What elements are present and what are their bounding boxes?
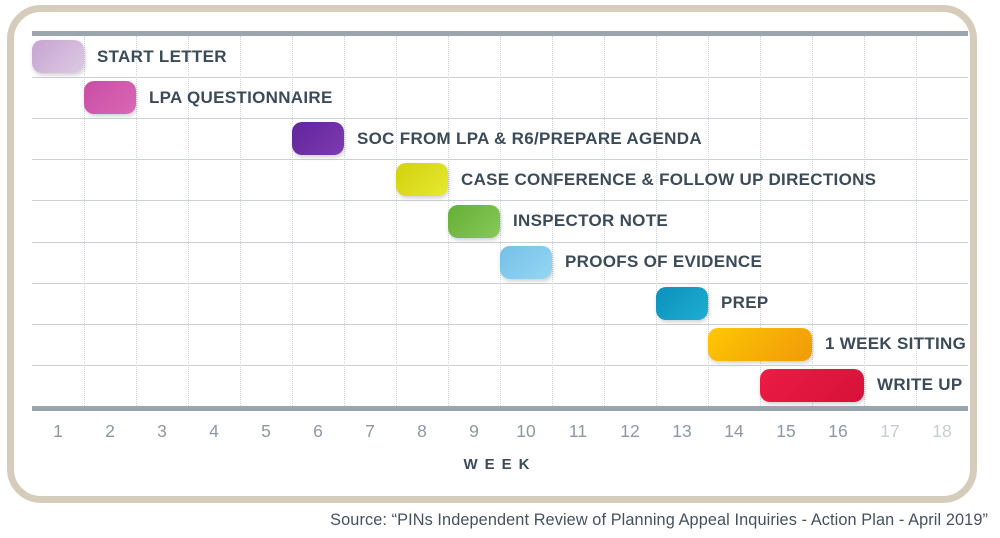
gantt-bar (448, 204, 500, 238)
week-tick: 10 (516, 421, 536, 441)
week-gridline (499, 36, 501, 406)
row-separator (32, 159, 968, 161)
week-tick: 4 (209, 421, 219, 441)
task-label: INSPECTOR NOTE (513, 210, 669, 230)
week-tick: 6 (313, 421, 323, 441)
week-tick: 2 (105, 421, 115, 441)
week-gridline (187, 36, 189, 406)
gantt-bar (396, 163, 448, 197)
week-tick: 1 (53, 421, 63, 441)
week-tick: 12 (620, 421, 640, 441)
row-separator (32, 77, 968, 79)
week-tick: 15 (776, 421, 796, 441)
week-axis-title: WEEK (463, 456, 537, 473)
week-tick: 16 (828, 421, 848, 441)
task-label: START LETTER (97, 46, 227, 66)
gantt-bar (760, 368, 864, 402)
row-separator (32, 200, 968, 202)
week-gridline (863, 36, 865, 406)
row-separator (32, 241, 968, 243)
task-label: LPA QUESTIONNAIRE (149, 87, 333, 107)
plot-area: START LETTER LPA QUESTIONNAIRE SOC FROM LP… (32, 36, 968, 406)
top-axis-line (32, 31, 968, 36)
week-gridline (239, 36, 241, 406)
week-tick: 5 (261, 421, 271, 441)
bottom-axis-line (32, 406, 968, 411)
chart-frame (7, 5, 977, 503)
task-label: SOC FROM LPA & R6/PREPARE AGENDA (357, 128, 702, 148)
week-gridline (915, 36, 917, 406)
week-gridline (759, 36, 761, 406)
gantt-bar (292, 122, 344, 156)
row-separator (32, 323, 968, 325)
week-axis-ticks: 1 2 3 4 5 6 7 8 9 10 11 12 13 14 15 16 17 18 (32, 417, 968, 442)
week-gridline (707, 36, 709, 406)
week-tick: 3 (157, 421, 167, 441)
week-gridline (811, 36, 813, 406)
week-gridline (551, 36, 553, 406)
task-label: PROOFS OF EVIDENCE (565, 252, 763, 272)
row-separator (32, 282, 968, 284)
row-separator (32, 118, 968, 120)
task-label: CASE CONFERENCE & FOLLOW UP DIRECTIONS (461, 169, 877, 189)
week-tick: 7 (365, 421, 375, 441)
task-label: PREP (721, 293, 769, 313)
week-tick: 8 (417, 421, 427, 441)
task-label: WRITE UP (877, 375, 963, 395)
week-tick: 14 (724, 421, 744, 441)
row-separator (32, 364, 968, 366)
week-tick: 9 (469, 421, 479, 441)
week-tick: 17 (880, 421, 900, 441)
week-gridline (83, 36, 85, 406)
gantt-bar (708, 327, 812, 361)
week-tick: 11 (568, 421, 588, 441)
week-gridline (603, 36, 605, 406)
week-gridline (291, 36, 293, 406)
task-label: 1 WEEK SITTING (825, 334, 967, 354)
gantt-bar (84, 81, 136, 115)
week-gridline (343, 36, 345, 406)
week-gridline (135, 36, 137, 406)
gantt-bar (32, 40, 84, 74)
gantt-bar (656, 286, 708, 320)
week-tick: 18 (932, 421, 952, 441)
week-tick: 13 (672, 421, 692, 441)
week-gridline (395, 36, 397, 406)
source-citation: Source: “PINs Independent Review of Plan… (330, 511, 988, 529)
week-gridline (655, 36, 657, 406)
gantt-bar (500, 245, 552, 279)
